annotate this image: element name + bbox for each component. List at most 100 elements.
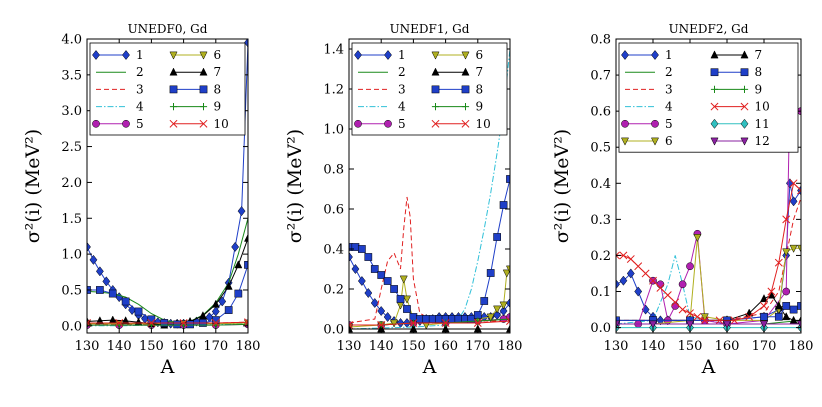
data-point	[377, 305, 386, 317]
legend-label: 7	[214, 65, 222, 79]
legend-label: 6	[214, 48, 222, 62]
data-point	[422, 315, 431, 323]
data-point	[493, 233, 501, 241]
data-point	[473, 319, 482, 327]
panel-title: UNEDF1, Gd	[390, 22, 470, 36]
legend-entry-6: 6	[620, 134, 673, 148]
legend-marker	[461, 85, 470, 94]
series-line	[616, 92, 801, 325]
data-point	[89, 254, 98, 265]
data-point	[211, 319, 220, 327]
legend-marker	[92, 119, 100, 128]
data-point	[767, 287, 776, 296]
y-tick-label: 0.0	[590, 321, 611, 336]
data-point	[403, 305, 411, 313]
legend-marker	[740, 137, 749, 146]
y-tick-label: 2.0	[61, 176, 82, 191]
legend-entry-10: 10	[710, 100, 770, 114]
data-point	[506, 297, 510, 309]
legend-label: 5	[665, 117, 673, 131]
data-point	[402, 295, 411, 304]
data-point	[435, 315, 444, 323]
x-tick-label: 180	[789, 339, 814, 354]
data-point	[774, 301, 783, 310]
data-point	[796, 320, 801, 329]
legend-marker	[169, 103, 178, 111]
series-line	[349, 320, 510, 326]
plot-area	[616, 89, 801, 333]
legend-label: 1	[665, 48, 673, 62]
data-point	[499, 301, 508, 310]
x-tick-label: 180	[236, 339, 261, 354]
data-point	[415, 315, 424, 323]
data-point	[428, 315, 437, 323]
series-12	[616, 320, 801, 329]
legend-marker	[122, 119, 130, 128]
data-point	[147, 319, 156, 327]
series-line	[349, 196, 510, 324]
y-tick-label: 1.5	[61, 212, 82, 227]
legend-entry-3: 3	[96, 82, 144, 96]
series-line	[87, 218, 248, 324]
series-3	[616, 197, 801, 321]
data-point	[244, 39, 248, 48]
x-tick-label: 150	[401, 339, 426, 354]
data-point	[486, 313, 495, 322]
data-point	[760, 312, 768, 321]
data-point	[656, 283, 665, 292]
y-tick-label: 3.5	[61, 68, 82, 83]
legend-label: 8	[214, 82, 222, 96]
data-point	[409, 319, 418, 327]
data-point	[480, 311, 489, 323]
legend-label: 5	[136, 117, 144, 131]
x-tick-label: 130	[337, 339, 362, 354]
panel-1: UNEDF0, Gd 130 140 150 160 170 180 0.0 0.5 1.0 1.5…	[22, 22, 260, 378]
legend: 1 2 3 4 5 6 7 8 9 10	[89, 42, 246, 136]
data-point	[649, 276, 657, 285]
legend-marker	[169, 67, 178, 76]
data-point	[87, 241, 91, 252]
y-tick-label: 0.5	[590, 141, 611, 156]
data-point	[370, 265, 379, 273]
data-point	[686, 309, 694, 318]
legend-label: 5	[398, 117, 406, 131]
data-point	[454, 315, 463, 323]
series-line	[87, 321, 248, 324]
legend-entry-1: 1	[92, 48, 144, 62]
legend-marker	[651, 119, 659, 128]
data-point	[745, 312, 754, 321]
y-axis-label: σ²(i) (MeV²)	[284, 129, 306, 243]
data-point	[700, 313, 709, 322]
data-point	[663, 291, 672, 300]
legend-marker	[620, 137, 630, 146]
legend-marker	[92, 49, 100, 61]
x-tick-label: 160	[433, 339, 458, 354]
legend-marker	[740, 118, 749, 129]
legend-label: 9	[476, 100, 484, 114]
data-point	[678, 305, 687, 314]
panel-2: UNEDF1, Gd 130 140 150 160 170 180 0.0 0.2 0.4 0.6…	[284, 22, 522, 378]
data-point	[198, 311, 207, 320]
legend-label: 6	[476, 48, 484, 62]
data-point	[377, 321, 386, 329]
legend-entry-4: 4	[96, 100, 144, 114]
data-point	[700, 316, 709, 325]
y-tick-label: 1.2	[323, 83, 344, 98]
data-point	[480, 297, 489, 305]
legend-entry-7: 7	[431, 65, 483, 79]
data-point	[648, 320, 658, 329]
data-point	[782, 302, 791, 310]
data-point	[486, 269, 495, 277]
legend-entry-1: 1	[621, 48, 673, 62]
data-point	[399, 275, 408, 284]
data-point	[693, 234, 702, 243]
data-point	[656, 280, 665, 289]
data-point	[134, 307, 143, 316]
data-point	[396, 295, 405, 303]
legend-entry-7: 7	[710, 48, 762, 62]
legend-label: 8	[755, 65, 763, 79]
data-point	[231, 241, 240, 252]
legend-entry-3: 3	[358, 82, 406, 96]
legend-entry-6: 6	[431, 48, 484, 62]
